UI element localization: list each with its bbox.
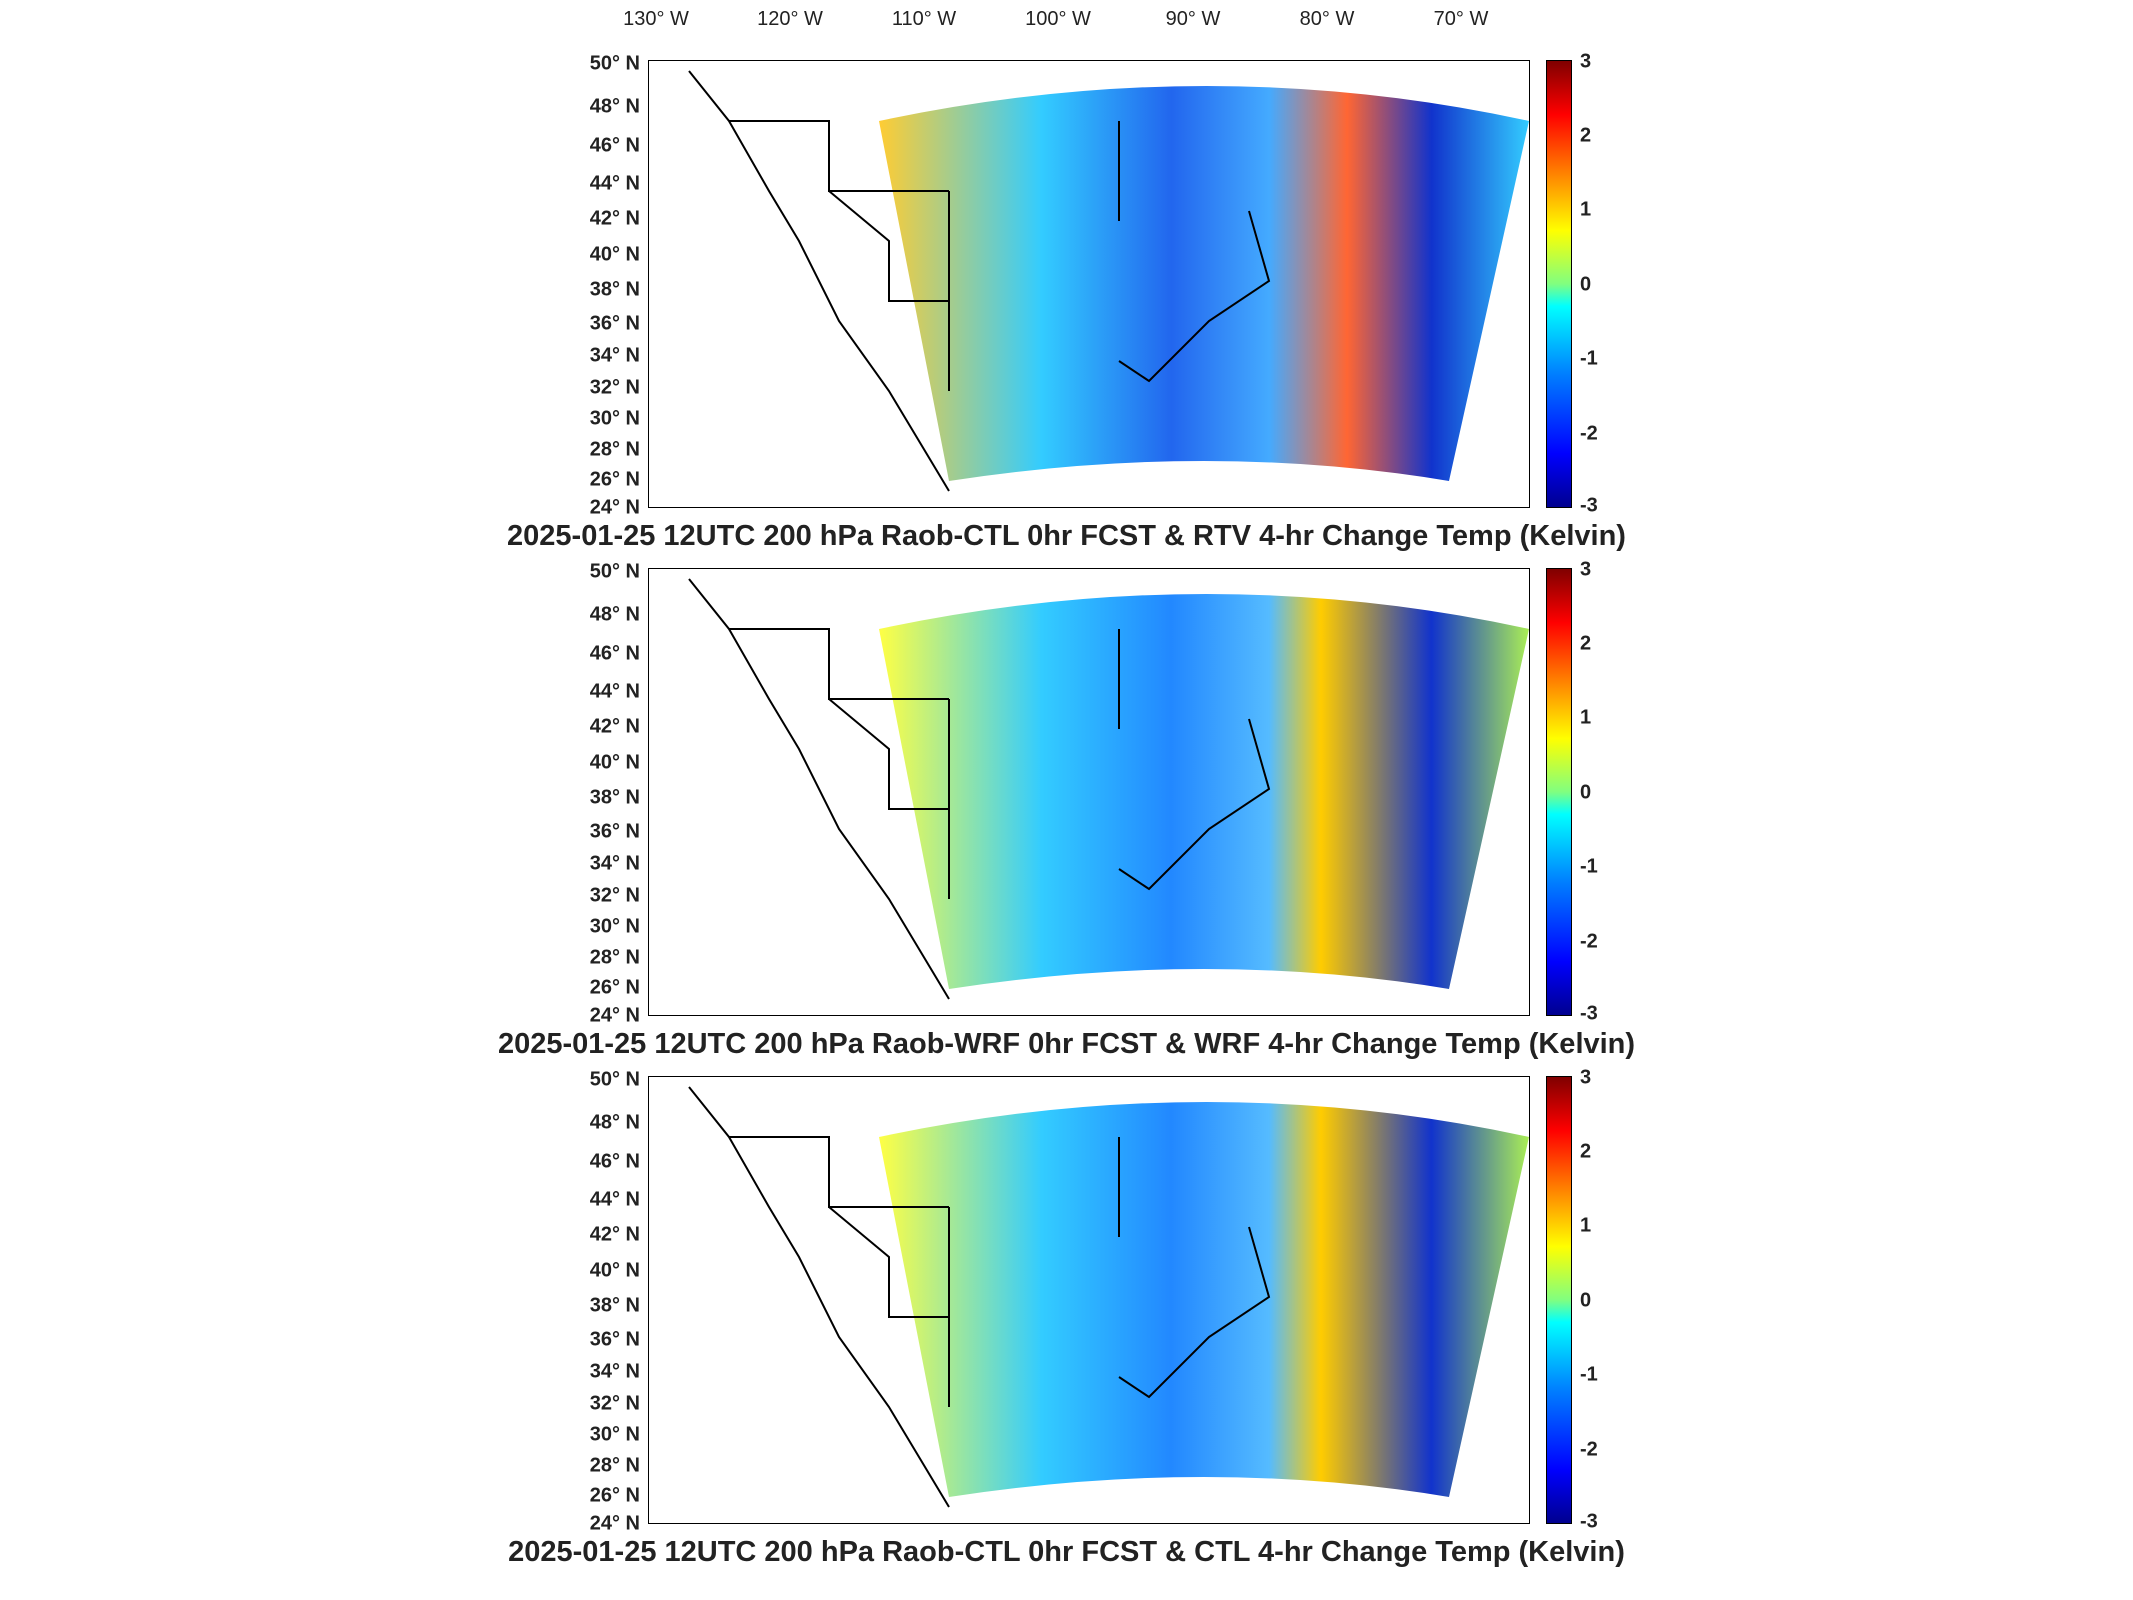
map-frame (648, 1076, 1530, 1524)
lat-label: 48° N (589, 603, 640, 626)
colorbar-tick: 2 (1580, 1140, 1592, 1163)
colorbar (1546, 568, 1572, 1016)
lat-label: 42° N (589, 1223, 640, 1246)
temperature-map (688, 1086, 1529, 1508)
lat-label: 46° N (589, 642, 640, 665)
lat-label: 44° N (589, 172, 640, 195)
lat-label: 28° N (589, 1454, 640, 1477)
colorbar-tick: 1 (1580, 198, 1592, 221)
lat-label: 32° N (589, 1392, 640, 1415)
panel-title: 2025-01-25 12UTC 200 hPa Raob-CTL 0hr FC… (507, 520, 1626, 552)
colorbar-tick: -2 (1580, 1438, 1598, 1461)
colorbar-tick: 0 (1580, 781, 1592, 804)
lat-label: 36° N (589, 820, 640, 843)
colorbar (1546, 60, 1572, 508)
state-boundaries (688, 578, 1271, 1000)
lat-label: 32° N (589, 376, 640, 399)
lat-label: 28° N (589, 438, 640, 461)
lon-label: 90° W (1165, 8, 1221, 30)
lat-label: 34° N (589, 344, 640, 367)
colorbar-tick: -1 (1580, 1363, 1598, 1386)
lat-label: 42° N (589, 715, 640, 738)
colorbar-tick: 0 (1580, 273, 1592, 296)
colorbar-tick: -2 (1580, 930, 1598, 953)
state-boundaries (688, 1086, 1271, 1508)
lon-label: 110° W (891, 8, 957, 30)
colorbar-tick: 1 (1580, 706, 1592, 729)
colorbar-tick: -3 (1580, 1510, 1598, 1533)
lon-label: 80° W (1299, 8, 1355, 30)
temperature-map (688, 578, 1529, 1000)
data-field (879, 1102, 1529, 1497)
lat-label: 36° N (589, 312, 640, 335)
state-boundaries (688, 70, 1271, 492)
lat-label: 42° N (589, 207, 640, 230)
colorbar-tick: -3 (1580, 494, 1598, 517)
lat-label: 28° N (589, 946, 640, 969)
lon-label: 100° W (1025, 8, 1091, 30)
lat-label: 30° N (589, 407, 640, 430)
map-frame (648, 60, 1530, 508)
lat-label: 38° N (589, 278, 640, 301)
lat-label: 46° N (589, 134, 640, 157)
lat-label: 24° N (589, 1512, 640, 1535)
colorbar-tick: 3 (1580, 50, 1592, 73)
colorbar-tick: -3 (1580, 1002, 1598, 1025)
lat-label: 46° N (589, 1150, 640, 1173)
lat-label: 38° N (589, 1294, 640, 1317)
lat-label: 26° N (589, 468, 640, 491)
lat-label: 24° N (589, 1004, 640, 1027)
colorbar-tick: 0 (1580, 1289, 1592, 1312)
colorbar (1546, 1076, 1572, 1524)
lat-label: 50° N (589, 1068, 640, 1091)
lat-label: 48° N (589, 95, 640, 118)
temperature-map (688, 70, 1529, 492)
lat-label: 48° N (589, 1111, 640, 1134)
colorbar-tick: -2 (1580, 422, 1598, 445)
lat-label: 32° N (589, 884, 640, 907)
colorbar-tick: 1 (1580, 1214, 1592, 1237)
lon-label: 120° W (757, 8, 823, 30)
lat-label: 34° N (589, 1360, 640, 1383)
colorbar-tick: -1 (1580, 347, 1598, 370)
lat-label: 44° N (589, 1188, 640, 1211)
data-field (879, 86, 1529, 481)
lat-label: 38° N (589, 786, 640, 809)
lon-label: 70° W (1433, 8, 1489, 30)
lat-label: 24° N (589, 496, 640, 519)
panel-title: 2025-01-25 12UTC 200 hPa Raob-CTL 0hr FC… (508, 1536, 1625, 1568)
colorbar-tick: 2 (1580, 124, 1592, 147)
map-frame (648, 568, 1530, 1016)
lat-label: 50° N (589, 560, 640, 583)
lat-label: 30° N (589, 1423, 640, 1446)
lat-label: 36° N (589, 1328, 640, 1351)
lat-label: 26° N (589, 1484, 640, 1507)
panel-title: 2025-01-25 12UTC 200 hPa Raob-WRF 0hr FC… (497, 1028, 1636, 1060)
data-field (879, 594, 1529, 989)
lon-label: 130° W (623, 8, 689, 30)
lat-label: 40° N (589, 243, 640, 266)
lat-label: 30° N (589, 915, 640, 938)
colorbar-tick: -1 (1580, 855, 1598, 878)
lat-label: 44° N (589, 680, 640, 703)
colorbar-tick: 3 (1580, 1066, 1592, 1089)
lat-label: 40° N (589, 1259, 640, 1282)
lat-label: 34° N (589, 852, 640, 875)
colorbar-tick: 3 (1580, 558, 1592, 581)
colorbar-tick: 2 (1580, 632, 1592, 655)
lat-label: 50° N (589, 52, 640, 75)
lat-label: 26° N (589, 976, 640, 999)
lat-label: 40° N (589, 751, 640, 774)
